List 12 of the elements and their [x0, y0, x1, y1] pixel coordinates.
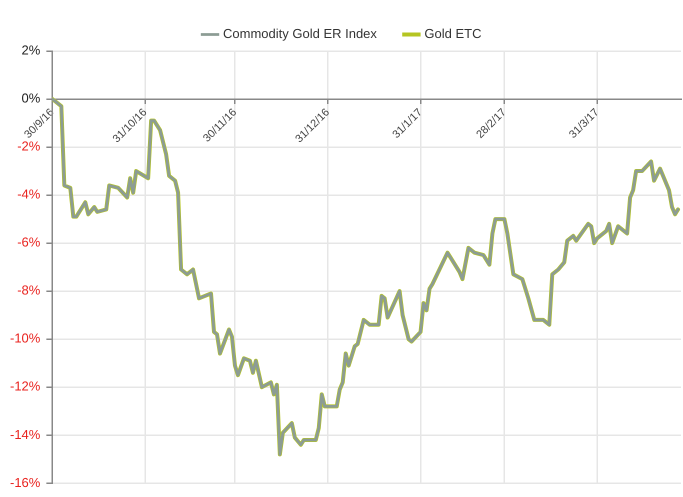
y-tick-label: -4% — [17, 186, 41, 202]
y-tick-label: -10% — [10, 330, 41, 346]
y-tick-label: 2% — [22, 42, 41, 58]
y-tick-label: -2% — [17, 138, 41, 154]
legend-label: Gold ETC — [424, 26, 482, 42]
y-tick-label: -8% — [17, 282, 41, 298]
legend-label: Commodity Gold ER Index — [223, 26, 378, 42]
y-tick-label: -12% — [10, 378, 41, 394]
y-tick-label: 0% — [22, 90, 41, 106]
y-tick-label: -16% — [10, 474, 41, 490]
y-tick-label: -6% — [17, 234, 41, 250]
y-tick-label: -14% — [10, 426, 41, 442]
